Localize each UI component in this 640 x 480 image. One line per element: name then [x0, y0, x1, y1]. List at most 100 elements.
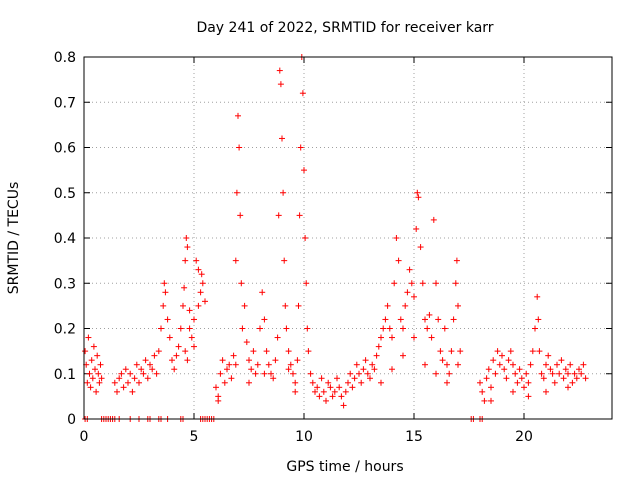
data-point — [89, 375, 96, 382]
data-point — [549, 370, 556, 377]
y-tick-label: 0.8 — [54, 50, 76, 66]
data-point — [492, 370, 499, 377]
x-axis-ticks: 0 5 10 15 20 — [80, 57, 533, 445]
data-point — [173, 352, 180, 359]
data-point — [158, 325, 164, 332]
data-point — [183, 235, 190, 241]
data-point — [323, 397, 329, 404]
y-axis-ticks: 0 0.1 0.2 0.3 0.4 0.5 0.6 0.7 0.8 — [54, 50, 612, 428]
data-point — [279, 135, 285, 142]
data-point — [521, 384, 527, 391]
data-point — [547, 366, 554, 373]
data-point — [96, 379, 103, 386]
data-point — [496, 361, 503, 368]
data-point — [129, 388, 136, 395]
data-point — [437, 348, 444, 355]
data-point — [164, 316, 171, 323]
data-point — [217, 370, 224, 377]
data-point — [290, 370, 296, 377]
data-point — [554, 361, 560, 368]
data-point — [238, 280, 245, 287]
data-point — [161, 280, 168, 287]
data-point — [312, 388, 318, 395]
data-point — [160, 302, 167, 309]
data-point — [318, 375, 325, 382]
data-point — [175, 343, 182, 350]
data-point — [296, 212, 303, 219]
data-point — [90, 343, 97, 350]
data-point — [349, 384, 356, 391]
data-point — [184, 357, 191, 364]
data-point — [239, 325, 246, 332]
data-point — [221, 379, 228, 386]
data-point — [235, 112, 241, 119]
data-point — [378, 379, 384, 386]
data-point — [309, 379, 316, 386]
data-point — [477, 379, 483, 386]
data-point — [195, 266, 202, 273]
data-point — [86, 370, 93, 377]
data-point — [543, 388, 549, 395]
data-point — [246, 379, 252, 386]
data-point — [191, 343, 197, 350]
data-point — [351, 375, 358, 382]
data-point — [248, 366, 255, 373]
data-point — [85, 334, 92, 341]
data-point — [551, 379, 558, 386]
data-point — [444, 379, 450, 386]
data-point — [483, 375, 490, 382]
data-point — [367, 375, 373, 382]
plot-frame — [83, 56, 613, 420]
data-point — [364, 370, 371, 377]
data-point — [389, 366, 395, 373]
data-point — [529, 348, 536, 355]
data-point — [507, 348, 514, 355]
data-point — [191, 316, 197, 323]
data-point — [331, 388, 338, 395]
data-point — [283, 325, 290, 332]
data-point — [514, 379, 521, 386]
data-point — [236, 144, 243, 151]
data-point — [292, 379, 299, 386]
data-point — [114, 388, 120, 395]
data-point — [305, 348, 312, 355]
data-point — [378, 334, 384, 341]
data-point — [241, 302, 248, 309]
data-point — [215, 397, 222, 404]
data-point — [499, 352, 505, 359]
data-point — [153, 370, 160, 377]
data-point — [302, 235, 309, 241]
data-point — [314, 384, 321, 391]
data-point — [525, 379, 532, 386]
x-tick-label: 10 — [295, 429, 313, 445]
x-tick-label: 0 — [80, 429, 89, 445]
data-point — [149, 366, 156, 373]
data-point — [186, 307, 193, 314]
data-point — [180, 302, 186, 309]
y-tick-label: 0.6 — [54, 141, 76, 157]
data-point — [527, 361, 534, 368]
data-point — [362, 357, 369, 364]
data-point — [494, 348, 501, 355]
data-point — [169, 357, 175, 364]
data-point — [116, 375, 123, 382]
data-point — [391, 280, 398, 287]
data-point — [87, 384, 94, 391]
data-point — [525, 393, 532, 400]
data-point — [558, 357, 565, 364]
data-point — [439, 357, 446, 364]
data-point — [534, 293, 541, 300]
data-point — [395, 257, 402, 264]
data-point — [426, 311, 433, 318]
data-point — [450, 316, 457, 323]
data-point — [415, 194, 422, 201]
data-point — [287, 361, 294, 368]
data-point — [408, 280, 415, 287]
data-point — [261, 370, 268, 377]
data-point — [422, 316, 428, 323]
data-point — [97, 361, 104, 368]
data-point — [252, 370, 259, 377]
data-point — [281, 257, 288, 264]
data-point — [413, 225, 420, 232]
